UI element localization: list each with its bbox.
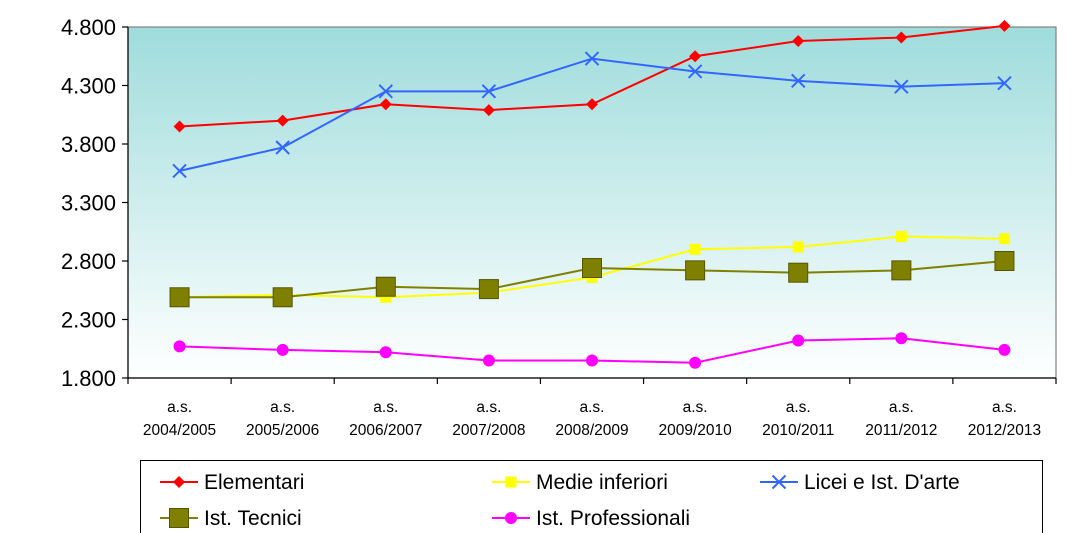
x-marker	[481, 84, 497, 99]
circle-marker	[586, 354, 598, 367]
square-marker	[272, 287, 293, 308]
series-group	[169, 19, 1015, 369]
y-tick-label: 2.800	[61, 249, 116, 274]
legend-label: Medie inferiori	[536, 471, 668, 494]
series-markers-0	[173, 19, 1011, 133]
circle-marker	[173, 340, 186, 353]
y-tick-label: 4.800	[61, 15, 116, 40]
x-marker	[275, 140, 290, 155]
x-tick-label: a.s.	[786, 399, 811, 416]
series-markers-4	[173, 332, 1011, 369]
square-marker	[380, 291, 392, 303]
square-marker	[994, 251, 1015, 271]
square-marker	[375, 276, 396, 297]
y-tick-label: 3.800	[61, 132, 116, 157]
diamond-marker	[379, 98, 392, 111]
diamond-marker	[586, 98, 598, 111]
square-marker	[685, 260, 706, 281]
circle-marker	[792, 334, 805, 347]
diamond-marker	[173, 120, 186, 133]
square-marker	[169, 287, 190, 308]
circle-marker	[689, 356, 702, 369]
square-marker	[895, 230, 907, 242]
legend-label: Ist. Professionali	[536, 507, 690, 530]
plot-area	[127, 26, 1057, 379]
x-tick-label: 2012/2013	[968, 422, 1041, 439]
axes: 1.800 2.300 2.800 3.300 3.800 4.300 4.800 a.s. 2…	[61, 15, 1057, 439]
circle-marker	[379, 346, 392, 359]
x-tick-label: a.s.	[580, 399, 605, 416]
legend-item: Ist. Professionali	[492, 507, 690, 530]
square-marker	[792, 241, 804, 253]
circle-marker	[895, 332, 908, 345]
square-marker	[891, 260, 912, 281]
diamond-marker	[895, 31, 908, 44]
legend-label: Elementari	[204, 471, 304, 494]
diamond-marker	[689, 50, 702, 63]
x-tick-label: a.s.	[992, 399, 1017, 416]
legend-item: Medie inferiori	[492, 471, 668, 494]
x-marker	[687, 64, 703, 79]
circle-marker	[998, 343, 1011, 356]
diamond-marker	[173, 476, 185, 488]
legend-label: Licei e Ist. D'arte	[804, 471, 960, 494]
square-marker	[478, 279, 499, 300]
diamond-marker	[482, 104, 495, 117]
x-tick-label: a.s.	[167, 399, 192, 416]
diamond-marker	[998, 19, 1011, 32]
x-marker	[172, 163, 187, 179]
x-tick-label: a.s.	[889, 399, 914, 416]
x-tick-label: 2007/2008	[452, 422, 525, 439]
square-marker	[582, 258, 602, 279]
x-marker	[378, 84, 393, 99]
x-tick-label: 2009/2010	[658, 422, 732, 439]
circle-marker	[482, 354, 495, 367]
x-tick-label: 2008/2009	[555, 422, 628, 439]
x-tick-label: 2010/2011	[762, 422, 834, 439]
x-marker	[584, 51, 600, 66]
circle-marker	[505, 512, 517, 524]
diamond-marker	[792, 35, 805, 48]
legend-label: Ist. Tecnici	[204, 507, 302, 530]
x-marker	[997, 75, 1012, 91]
diamond-marker	[276, 114, 289, 127]
legend-item: Licei e Ist. D'arte	[760, 471, 960, 494]
x-marker	[791, 73, 806, 89]
x-tick-label: 2006/2007	[349, 422, 422, 439]
circle-marker	[276, 343, 289, 356]
x-tick-label: a.s.	[476, 399, 501, 416]
x-marker	[894, 79, 909, 94]
series-markers-3	[169, 251, 1015, 308]
series-markers-2	[172, 51, 1012, 179]
x-tick-label: 2004/2005	[143, 422, 216, 439]
x-tick-label: 2011/2012	[865, 422, 937, 439]
y-tick-label: 3.300	[61, 191, 116, 216]
legend-item: Elementari	[160, 471, 304, 494]
x-tick-label: a.s.	[683, 399, 708, 416]
legend-item: Ist. Tecnici	[160, 507, 302, 530]
legend: Elementari Medie inferiori Licei e Ist. D'…	[160, 471, 960, 530]
y-tick-label: 2.300	[61, 308, 116, 333]
square-marker	[788, 262, 809, 283]
legend-box	[140, 460, 1043, 533]
square-marker	[689, 243, 701, 255]
y-tick-label: 1.800	[61, 366, 116, 391]
x-marker	[771, 474, 787, 490]
y-tick-label: 4.300	[61, 74, 116, 99]
x-tick-label: a.s.	[270, 399, 295, 416]
x-tick-label: 2005/2006	[246, 422, 319, 439]
square-marker	[505, 476, 517, 488]
square-marker	[169, 508, 189, 528]
x-tick-label: a.s.	[373, 399, 398, 416]
square-marker	[998, 233, 1010, 245]
